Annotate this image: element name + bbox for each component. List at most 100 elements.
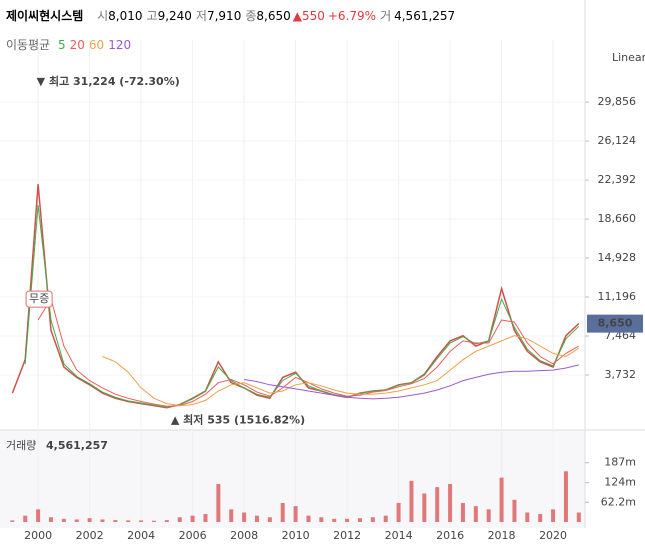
annotation: 무증 (29, 292, 49, 305)
volume-bar (229, 509, 234, 522)
field-value: 8,010 (108, 9, 143, 23)
volume-bar (242, 512, 247, 522)
volume-bar (499, 477, 504, 522)
y-tick-label: 124m (604, 476, 636, 489)
change: ▲550 (292, 9, 325, 23)
field-value: 8,650 (256, 9, 291, 23)
volume-bar (280, 502, 285, 522)
legend: 이동평균 5 20 60 120 (6, 36, 135, 53)
legend-entry: 20 (69, 38, 85, 52)
y-tick-label: 11,196 (598, 290, 637, 303)
volume-bar (306, 515, 311, 522)
x-tick-label: 2016 (436, 529, 464, 542)
x-tick-label: 2000 (24, 529, 52, 542)
volume-bar (113, 520, 118, 522)
field-label: 저 (195, 9, 207, 23)
volume-bar (448, 483, 453, 522)
scale-label: Linear (612, 51, 645, 64)
volume-bar (538, 514, 543, 522)
volume-bar (203, 514, 208, 522)
field-value: 9,240 (157, 9, 192, 23)
legend-entry: 5 (58, 38, 66, 52)
volume-bar (190, 515, 195, 522)
volume-bar (293, 506, 298, 522)
volume-bar (177, 517, 182, 522)
x-tick-label: 2018 (488, 529, 516, 542)
volume-bar (332, 518, 337, 522)
ma-line (244, 364, 579, 400)
volume-bar (422, 493, 427, 522)
y-tick-label: 14,928 (598, 251, 637, 264)
volume-bar (100, 519, 105, 522)
field-label: 시 (97, 9, 109, 23)
price-tag (587, 314, 643, 333)
x-tick-label: 2002 (76, 529, 104, 542)
volume-bar (460, 502, 465, 522)
x-tick-label: 2004 (127, 529, 155, 542)
y-tick-label: 3,732 (605, 368, 637, 381)
volume-bar (10, 520, 15, 522)
annotation: ▼ 최고 31,224 (-72.30%) (37, 74, 180, 88)
x-tick-label: 2010 (282, 529, 310, 542)
annotation-box (25, 290, 53, 308)
y-tick-label: 18,660 (598, 212, 637, 225)
y-tick-label: 29,856 (598, 95, 637, 108)
change-pct: +6.79% (327, 9, 377, 23)
x-tick-label: 2008 (230, 529, 258, 542)
volume-bar (48, 517, 53, 522)
field-label: 거 (380, 9, 392, 23)
stock-name: 제이씨현시스템 (6, 9, 84, 23)
volume-bar (216, 483, 221, 522)
legend-title: 이동평균 (6, 38, 51, 52)
volume-bar (512, 499, 517, 522)
header: 제이씨현시스템 시8,010 고9,240 저7,910 종8,650 ▲550 +6.7… (6, 7, 455, 24)
x-tick-label: 2012 (333, 529, 361, 542)
ma-line (37, 297, 580, 407)
x-tick-label: 2020 (539, 529, 567, 542)
volume-bar (409, 480, 414, 522)
y-tick-label: 22,392 (598, 173, 637, 186)
field-value: 4,561,257 (394, 9, 456, 23)
volume-latest: 4,561,257 (46, 439, 108, 452)
volume-bar (486, 509, 491, 522)
volume-bar (23, 515, 28, 522)
volume-bar (435, 487, 440, 522)
volume-bar (151, 520, 156, 522)
volume-bar (563, 471, 568, 522)
volume-bar (383, 515, 388, 522)
volume-bar (357, 518, 362, 522)
volume-bar (267, 517, 272, 522)
legend-entry: 60 (88, 38, 105, 52)
volume-bar (139, 520, 144, 522)
volume-bar (576, 512, 581, 522)
y-tick-label: 187m (604, 456, 636, 469)
volume-bar (254, 515, 259, 522)
volume-bar (36, 509, 41, 522)
field-label: 종 (245, 9, 257, 23)
volume-title: 거래량 (6, 439, 36, 452)
x-tick-label: 2014 (385, 529, 413, 542)
volume-bar (370, 517, 375, 522)
field-label: 고 (146, 9, 158, 23)
volume-bar (164, 520, 169, 522)
volume-bar (74, 519, 79, 522)
y-tick-label: 62.2m (601, 495, 636, 508)
volume-bar (551, 509, 556, 522)
field-value: 7,910 (206, 9, 242, 23)
volume-bar (61, 518, 66, 522)
volume-bar (473, 506, 478, 522)
y-tick-label: 26,124 (598, 134, 637, 147)
volume-bar (345, 518, 350, 522)
legend-entry: 120 (108, 38, 132, 52)
volume-bar (126, 520, 131, 522)
volume-bar (87, 518, 92, 522)
ma-line (24, 205, 580, 408)
volume-bar (396, 502, 401, 522)
volume-bar (319, 517, 324, 522)
annotation: ▲ 최저 535 (1516.82%) (171, 412, 305, 426)
price-tag-label: 8,650 (598, 317, 633, 330)
volume-bar (525, 512, 530, 522)
x-tick-label: 2006 (179, 529, 207, 542)
